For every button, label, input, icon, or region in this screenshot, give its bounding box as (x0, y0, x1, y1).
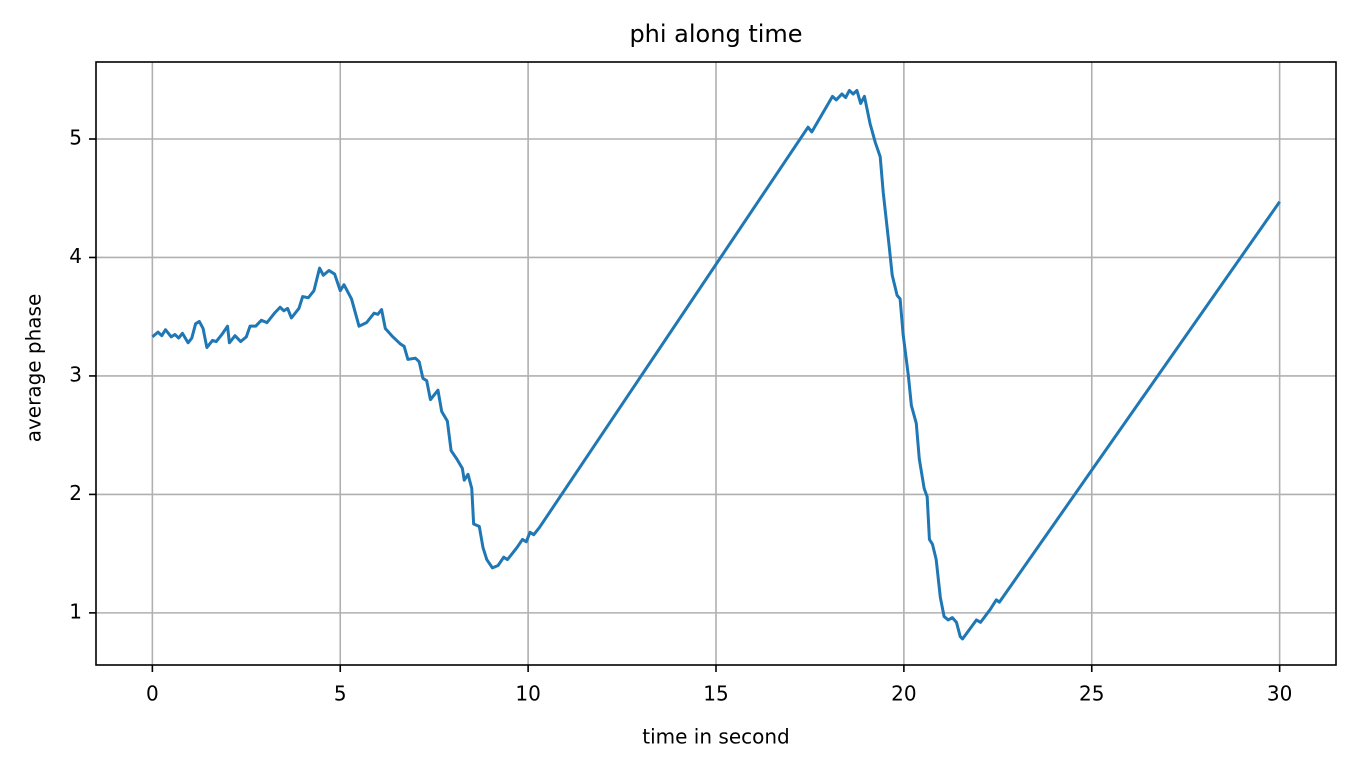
data-line (151, 88, 1281, 641)
grid (96, 62, 1336, 665)
y-tick-label: 1 (69, 599, 82, 623)
marks (151, 88, 1281, 641)
x-tick-label: 20 (891, 682, 916, 706)
chart-title: phi along time (629, 20, 802, 48)
y-tick-label: 5 (69, 126, 82, 150)
x-tick-label: 5 (334, 682, 347, 706)
y-tick-label: 4 (69, 244, 82, 268)
x-tick-label: 0 (146, 682, 159, 706)
y-tick-label: 3 (69, 362, 82, 386)
x-tick-label: 10 (515, 682, 540, 706)
y-tick-label: 2 (69, 481, 82, 505)
x-tick-label: 15 (703, 682, 728, 706)
x-axis-label: time in second (642, 725, 789, 749)
x-tick-label: 30 (1267, 682, 1292, 706)
x-tick-label: 25 (1079, 682, 1104, 706)
y-axis-label: average phase (22, 294, 46, 443)
